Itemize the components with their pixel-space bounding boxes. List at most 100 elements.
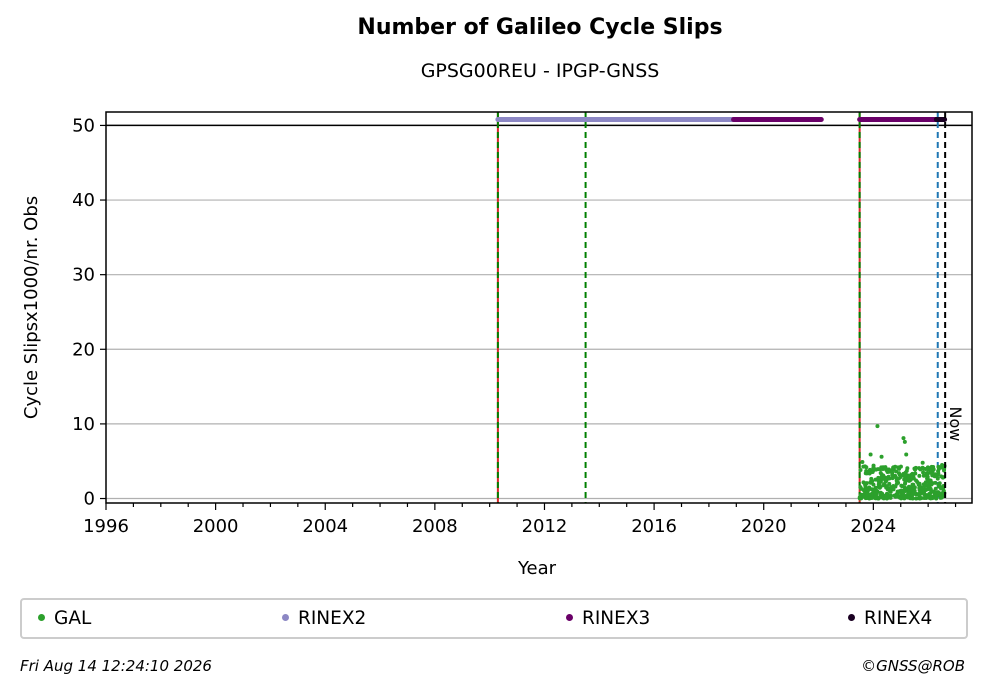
data-point [901, 436, 906, 441]
plot-frame [105, 111, 973, 504]
data-point [903, 472, 908, 477]
legend: GAL RINEX2 RINEX3 RINEX4 [20, 598, 968, 639]
data-point [903, 489, 908, 494]
copyright-footer: ©GNSS@ROB [861, 657, 965, 675]
data-point [899, 488, 904, 493]
data-point [917, 496, 922, 501]
y-tick-label: 30 [72, 265, 95, 286]
data-point [911, 491, 916, 496]
y-tick-label: 40 [72, 190, 95, 211]
data-point [864, 495, 869, 500]
x-tick-label: 2004 [302, 516, 348, 537]
x-tick-label: 2000 [193, 516, 239, 537]
x-tick-label: 2008 [412, 516, 458, 537]
data-point [870, 470, 875, 475]
data-point [887, 476, 892, 481]
data-point [858, 493, 863, 498]
data-point [902, 496, 907, 501]
data-point [921, 466, 926, 471]
data-point [879, 454, 884, 459]
data-point [926, 465, 931, 470]
data-point [917, 466, 922, 471]
data-point [871, 466, 876, 471]
data-point [887, 481, 892, 486]
y-axis-label: Cycle Slipsx1000/nr. Obs [21, 196, 42, 419]
data-point [940, 475, 945, 480]
data-point [863, 471, 868, 476]
data-point [861, 488, 866, 493]
data-point [923, 494, 928, 499]
data-point [921, 470, 926, 475]
data-point [881, 483, 886, 488]
data-point [938, 465, 943, 470]
data-point [861, 480, 866, 485]
data-point [912, 466, 917, 471]
data-point [878, 471, 883, 476]
data-point [881, 473, 886, 478]
data-point [934, 496, 939, 501]
legend-marker [282, 613, 289, 621]
data-point [873, 495, 878, 500]
data-point [917, 473, 922, 478]
data-point [906, 484, 911, 489]
data-point [904, 493, 909, 498]
data-point [877, 485, 882, 490]
data-point [894, 478, 899, 483]
data-point [904, 452, 909, 457]
data-point [933, 480, 938, 485]
data-point [900, 484, 905, 489]
y-tick-label: 0 [84, 489, 95, 510]
data-point [867, 471, 872, 476]
data-point [910, 496, 915, 501]
data-point [927, 481, 932, 486]
data-point [935, 476, 940, 481]
chart-subtitle: GPSG00REU - IPGP-GNSS [420, 60, 660, 82]
data-point [913, 471, 918, 476]
series-gal [857, 424, 947, 501]
data-point [907, 488, 912, 493]
y-tick-label: 20 [72, 339, 95, 360]
data-point [927, 491, 932, 496]
data-point [921, 473, 926, 478]
data-point [897, 472, 902, 477]
data-point [869, 495, 874, 500]
data-point [915, 480, 920, 485]
data-point [858, 485, 863, 490]
x-tick-label: 2012 [522, 516, 568, 537]
data-point [895, 489, 900, 494]
data-point [880, 493, 885, 498]
data-point [860, 459, 865, 464]
data-point [917, 483, 922, 488]
data-point [891, 465, 896, 470]
legend-label: RINEX3 [582, 608, 651, 629]
legend-label: RINEX2 [298, 608, 367, 629]
data-point [933, 486, 938, 491]
legend-label: RINEX4 [864, 608, 933, 629]
data-point [912, 485, 917, 490]
data-point [890, 476, 895, 481]
x-tick-label: 1996 [83, 516, 129, 537]
data-point [905, 466, 910, 471]
data-point [935, 473, 940, 478]
now-label: Now [946, 406, 965, 441]
data-point [938, 491, 943, 496]
data-point [888, 485, 893, 490]
legend-marker [566, 613, 573, 621]
legend-label: GAL [54, 608, 92, 629]
data-point [934, 493, 939, 498]
data-point [939, 486, 944, 491]
data-point [896, 465, 901, 470]
data-point [926, 486, 931, 491]
x-tick-label: 2020 [741, 516, 787, 537]
data-point [869, 492, 874, 497]
legend-item-rinex3: RINEX3 [566, 606, 650, 632]
data-point [875, 424, 880, 429]
legend-marker [38, 613, 45, 621]
chart-title: Number of Galileo Cycle Slips [357, 15, 723, 40]
data-point [927, 478, 932, 483]
data-point [858, 467, 863, 472]
data-point [920, 460, 925, 465]
data-point [941, 494, 946, 499]
data-point [928, 470, 933, 475]
